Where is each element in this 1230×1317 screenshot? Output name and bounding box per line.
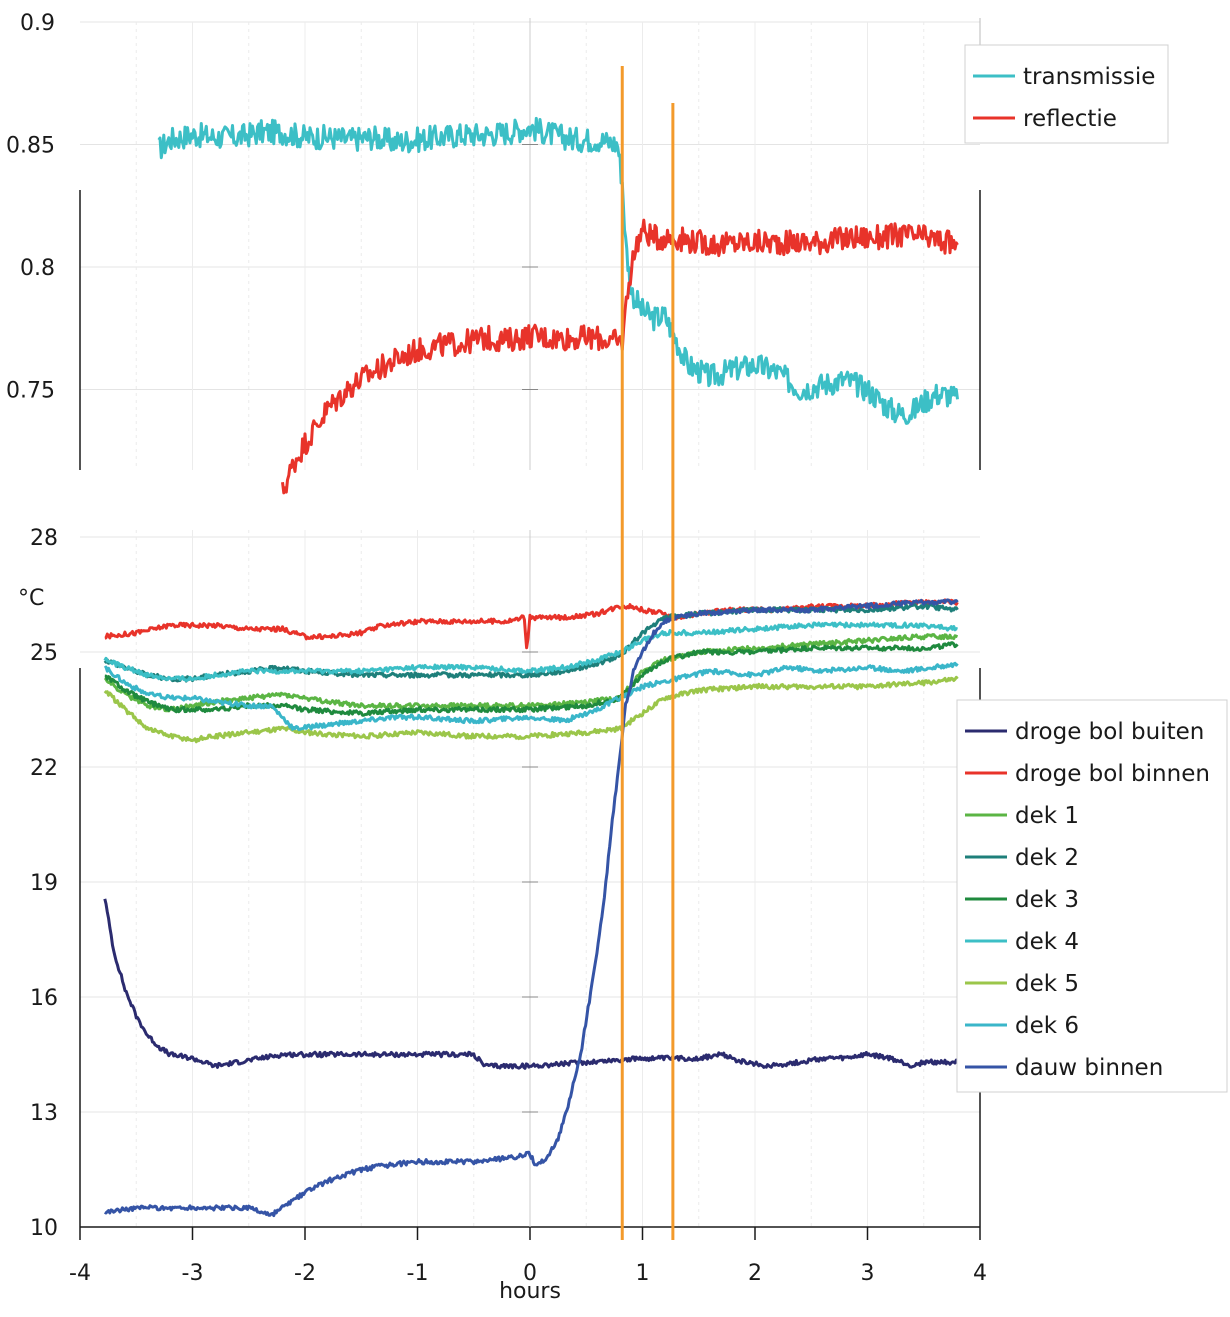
- legend-label: droge bol buiten: [1015, 719, 1204, 745]
- x-tick-label: -1: [407, 1261, 429, 1286]
- top-ytick-label: 0.85: [6, 134, 55, 159]
- bottom-ytick-label: 10: [30, 1216, 58, 1241]
- x-tick-label: -4: [69, 1261, 91, 1286]
- x-tick-label: 2: [748, 1261, 762, 1286]
- x-tick-label: 0: [523, 1261, 537, 1286]
- legend-label: dek 4: [1015, 929, 1079, 955]
- legend-top: transmissie reflectie: [964, 44, 1169, 144]
- legend-label: dek 1: [1015, 803, 1079, 829]
- legend-label: dek 6: [1015, 1013, 1079, 1039]
- axis-tick-labels: 0.9 0.85 0.8 0.75 28 25 22 19 16 13 10 -4 -3 -2 -1 0 1 2 3…: [6, 11, 987, 1304]
- bottom-ytick-label: 22: [30, 756, 58, 781]
- legend-label: dek 5: [1015, 971, 1079, 997]
- legend-label: reflectie: [1023, 106, 1117, 132]
- top-panel-series: [157, 116, 959, 495]
- series-line-droge-bol-buiten: [103, 898, 959, 1070]
- x-tick-label: 3: [861, 1261, 875, 1286]
- bottom-ytick-label: 25: [30, 641, 58, 666]
- x-tick-label: 1: [636, 1261, 650, 1286]
- bottom-ytick-label: 19: [30, 871, 58, 896]
- legend-label: transmissie: [1023, 64, 1155, 90]
- x-tick-label: 4: [973, 1261, 987, 1286]
- bottom-panel-series: [103, 598, 959, 1218]
- top-panel-axes: [79, 18, 981, 470]
- top-ytick-label: 0.9: [20, 11, 55, 36]
- legend-label: dek 3: [1015, 887, 1079, 913]
- series-line-dek-4: [103, 621, 958, 682]
- series-line-dek-5: [103, 675, 959, 744]
- series-line-transmissie: [157, 116, 959, 425]
- legend-box: [956, 699, 1228, 1093]
- legend-bottom: droge bol buiten droge bol binnen dek 1 dek…: [956, 699, 1228, 1093]
- series-line-dek-6: [103, 661, 959, 732]
- legend-label: dek 2: [1015, 845, 1079, 871]
- event-marker-lines: [620, 66, 675, 1240]
- x-tick-label: -2: [294, 1261, 316, 1286]
- top-ytick-label: 0.8: [20, 256, 55, 281]
- series-line-reflectie: [281, 218, 959, 495]
- x-tick-label: -3: [182, 1261, 204, 1286]
- legend-label: droge bol binnen: [1015, 761, 1210, 787]
- bottom-ytick-label: 13: [30, 1101, 58, 1126]
- top-ytick-label: 0.75: [6, 379, 55, 404]
- bottom-panel-axes: [79, 530, 981, 1240]
- series-line-dauw-binnen: [103, 598, 959, 1218]
- bottom-ytick-label: 28: [30, 526, 58, 551]
- bottom-ytick-label: 16: [30, 986, 58, 1011]
- legend-label: dauw binnen: [1015, 1055, 1163, 1081]
- legend-box: [964, 44, 1169, 144]
- y-axis-unit: °C: [18, 586, 44, 611]
- x-axis-title: hours: [499, 1279, 561, 1304]
- series-line-dek-1: [103, 633, 959, 713]
